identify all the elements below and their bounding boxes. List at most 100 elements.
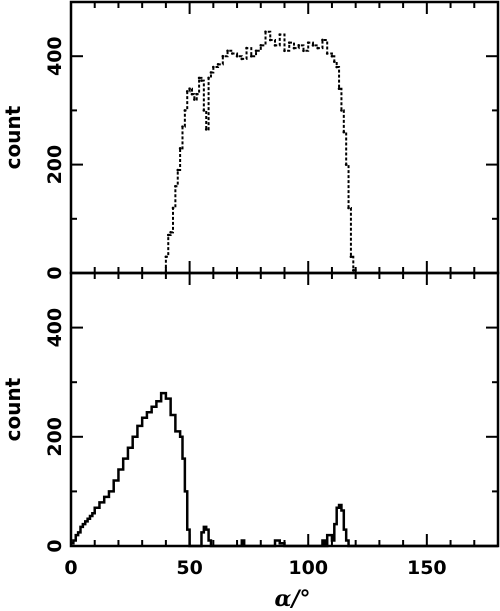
data-point bbox=[216, 63, 220, 66]
data-point bbox=[351, 268, 355, 272]
data-point bbox=[268, 38, 272, 42]
data-point bbox=[181, 125, 184, 128]
data-point bbox=[150, 405, 153, 408]
data-point bbox=[497, 545, 499, 547]
data-point bbox=[297, 44, 301, 47]
data-point bbox=[188, 545, 191, 547]
y-tick-label: 0 bbox=[44, 539, 66, 552]
data-point bbox=[195, 92, 199, 96]
data-point bbox=[112, 479, 115, 482]
data-point bbox=[179, 436, 181, 438]
data-point bbox=[160, 392, 162, 394]
data-point bbox=[249, 54, 253, 58]
data-point bbox=[198, 545, 200, 547]
data-point bbox=[79, 526, 82, 528]
data-point bbox=[212, 545, 215, 547]
data-point bbox=[205, 528, 208, 531]
y-tick-label: 200 bbox=[44, 145, 66, 185]
data-point bbox=[321, 38, 324, 42]
data-point bbox=[342, 130, 346, 134]
data-point bbox=[141, 416, 143, 419]
data-point bbox=[221, 54, 225, 58]
data-point bbox=[347, 206, 350, 210]
data-point bbox=[77, 531, 79, 534]
data-point bbox=[259, 44, 263, 47]
data-point bbox=[117, 468, 120, 471]
data-point bbox=[274, 539, 276, 542]
data-point bbox=[354, 545, 357, 547]
data-point bbox=[335, 65, 338, 69]
x-tick-label: 0 bbox=[64, 557, 77, 579]
data-point bbox=[108, 490, 110, 493]
data-point bbox=[306, 41, 310, 44]
data-point bbox=[283, 49, 286, 53]
data-point bbox=[325, 52, 329, 55]
x-tick-label: 50 bbox=[176, 557, 202, 579]
data-point bbox=[330, 54, 334, 58]
data-point bbox=[349, 255, 353, 259]
data-point bbox=[335, 506, 338, 509]
data-point bbox=[343, 528, 345, 531]
data-point bbox=[190, 92, 194, 96]
data-point bbox=[72, 539, 75, 542]
data-point bbox=[241, 539, 243, 542]
data-point bbox=[197, 76, 201, 80]
data-point bbox=[292, 46, 296, 50]
data-point bbox=[84, 520, 87, 523]
data-point bbox=[347, 545, 350, 547]
data-point bbox=[316, 46, 320, 50]
data-point bbox=[202, 109, 206, 112]
data-point bbox=[226, 49, 229, 53]
data-point bbox=[186, 528, 189, 531]
data-point bbox=[340, 109, 343, 112]
data-point bbox=[193, 98, 196, 101]
data-point bbox=[164, 255, 168, 259]
data-point bbox=[340, 509, 343, 512]
data-point bbox=[352, 545, 355, 547]
data-point bbox=[200, 531, 203, 534]
plot-frame bbox=[69, 271, 500, 548]
data-point bbox=[212, 65, 215, 69]
data-point bbox=[174, 430, 177, 433]
data-point bbox=[136, 425, 139, 427]
data-point bbox=[171, 206, 175, 210]
data-point bbox=[165, 397, 167, 400]
data-point bbox=[169, 231, 172, 234]
data-point bbox=[203, 526, 205, 528]
y-axis-label: count bbox=[1, 105, 25, 169]
data-point bbox=[127, 446, 129, 449]
data-point bbox=[91, 512, 94, 515]
data-point bbox=[337, 87, 341, 91]
data-point bbox=[185, 90, 189, 93]
x-tick-label: 150 bbox=[407, 557, 447, 579]
data-point bbox=[326, 534, 329, 536]
data-point bbox=[155, 400, 158, 403]
data-point bbox=[264, 30, 267, 34]
data-point bbox=[98, 501, 101, 504]
data-point bbox=[344, 163, 348, 166]
data-point bbox=[321, 539, 324, 542]
data-point bbox=[178, 147, 182, 150]
y-axis-label: count bbox=[1, 377, 25, 441]
data-point bbox=[278, 542, 281, 545]
data-point bbox=[324, 545, 326, 547]
data-point bbox=[181, 457, 184, 460]
data-point bbox=[169, 414, 172, 416]
data-point bbox=[243, 545, 245, 547]
data-point bbox=[331, 539, 333, 542]
data-point bbox=[283, 545, 286, 547]
data-point bbox=[176, 168, 180, 172]
data-point bbox=[273, 44, 277, 47]
x-tick-label: 100 bbox=[288, 557, 328, 579]
series-line-1 bbox=[161, 30, 357, 274]
data-point bbox=[86, 517, 89, 520]
data-point bbox=[82, 523, 84, 525]
data-point bbox=[240, 57, 244, 61]
chart-panel-2: 0 200 400 0 50 100 150 count α/° bbox=[1, 271, 500, 611]
data-point bbox=[166, 233, 170, 237]
data-point bbox=[259, 545, 262, 547]
y-tick-label: 400 bbox=[44, 308, 66, 348]
data-point bbox=[333, 60, 336, 63]
data-point bbox=[235, 54, 239, 58]
data-point bbox=[193, 545, 196, 547]
